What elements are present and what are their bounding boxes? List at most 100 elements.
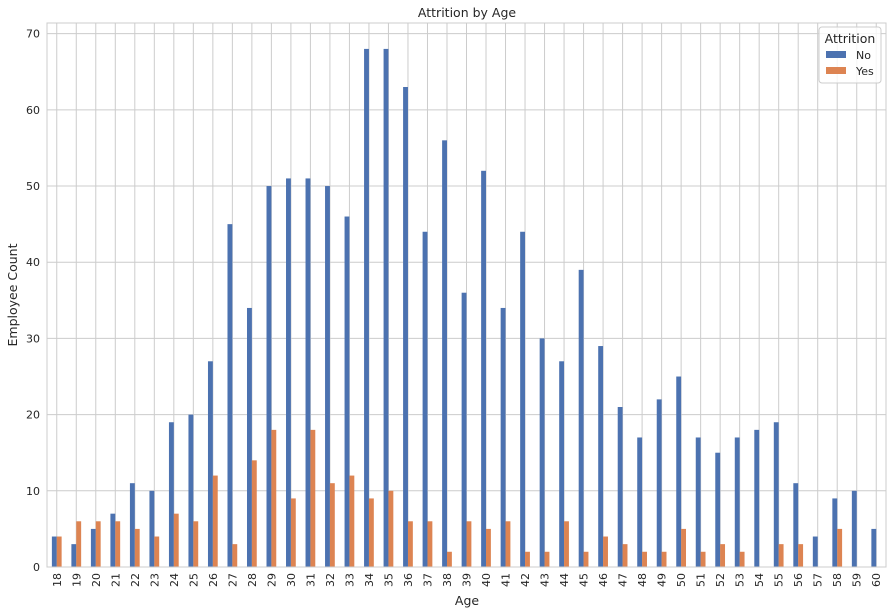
x-tick-label: 38 [441, 573, 454, 587]
bar-no-39 [461, 292, 467, 567]
x-tick-label: 44 [558, 573, 571, 587]
y-tick-label: 30 [26, 332, 40, 345]
y-tick-label: 70 [26, 28, 40, 41]
bar-no-20 [90, 528, 96, 567]
bar-no-25 [188, 414, 194, 567]
bar-no-57 [812, 536, 818, 567]
bars [51, 48, 877, 568]
legend-label-yes: Yes [855, 65, 874, 78]
x-tick-label: 45 [578, 573, 591, 587]
bar-yes-47 [622, 544, 628, 567]
x-tick-label: 35 [382, 573, 395, 587]
bar-no-55 [773, 422, 779, 567]
bar-yes-34 [368, 498, 374, 567]
bar-yes-39 [466, 521, 472, 567]
x-tick-label: 36 [402, 573, 415, 587]
x-tick-label: 40 [480, 573, 493, 587]
bar-no-18 [51, 536, 57, 567]
bar-no-51 [695, 437, 701, 567]
bar-yes-43 [544, 551, 550, 567]
x-tick-label: 47 [617, 573, 630, 587]
bar-yes-38 [446, 551, 452, 567]
bar-yes-32 [329, 483, 335, 567]
x-tick-label: 48 [636, 573, 649, 587]
x-tick-label: 23 [148, 573, 161, 587]
x-tick-label: 50 [675, 573, 688, 587]
y-tick-label: 40 [26, 256, 40, 269]
bar-no-41 [500, 307, 506, 567]
bar-yes-53 [739, 551, 745, 567]
y-tick-label: 0 [33, 561, 40, 574]
legend-title: Attrition [825, 31, 876, 46]
bar-no-29 [266, 186, 272, 568]
x-tick-label: 30 [285, 573, 298, 587]
x-tick-label: 19 [70, 573, 83, 587]
x-tick-label: 37 [421, 573, 434, 587]
bar-no-44 [559, 361, 565, 567]
bar-yes-23 [154, 536, 160, 567]
bar-no-34 [364, 48, 369, 567]
y-tick-label: 20 [26, 409, 40, 422]
x-tick-label: 51 [695, 573, 708, 587]
x-tick-label: 56 [792, 573, 805, 587]
x-tick-label: 39 [461, 573, 474, 587]
bar-yes-21 [115, 521, 121, 567]
bar-yes-28 [251, 460, 257, 567]
bar-yes-58 [837, 528, 843, 567]
y-tick-label: 10 [26, 485, 40, 498]
y-tick-label: 50 [26, 180, 40, 193]
chart-title: Attrition by Age [418, 5, 516, 20]
bar-no-28 [246, 307, 252, 567]
bar-yes-20 [95, 521, 101, 567]
bar-yes-40 [486, 528, 491, 567]
bar-yes-22 [134, 528, 140, 567]
bar-no-21 [110, 513, 116, 567]
x-tick-label: 31 [304, 573, 317, 587]
bar-yes-24 [173, 513, 179, 567]
bar-no-37 [422, 231, 428, 567]
bar-no-30 [286, 178, 291, 567]
x-tick-label: 32 [324, 573, 337, 587]
bar-no-22 [129, 483, 135, 567]
bar-yes-55 [778, 544, 784, 567]
bar-no-45 [578, 269, 584, 567]
x-tick-label: 25 [187, 573, 200, 587]
x-tick-label: 24 [168, 573, 181, 587]
bar-yes-44 [564, 521, 569, 567]
bar-no-27 [227, 224, 233, 567]
x-tick-label: 41 [500, 573, 513, 587]
bar-no-32 [325, 186, 330, 568]
x-tick-label: 33 [343, 573, 356, 587]
bar-yes-30 [290, 498, 296, 567]
bar-no-23 [149, 490, 155, 567]
y-axis-title: Employee Count [5, 243, 20, 346]
x-tick-label: 22 [129, 573, 142, 587]
bar-yes-51 [700, 551, 706, 567]
x-tick-label: 46 [597, 573, 610, 587]
x-tick-label: 49 [656, 573, 669, 587]
bar-yes-31 [310, 429, 316, 567]
bar-yes-45 [583, 551, 589, 567]
bar-yes-56 [798, 544, 804, 567]
y-tick-labels: 0 10 20 30 40 50 60 70 [26, 28, 40, 574]
bar-yes-42 [525, 551, 530, 567]
x-tick-labels: 18 19 20 21 22 23 24 25 26 27 28 29 30 31 32 33 34 35 36 37… [51, 573, 883, 587]
bar-no-54 [754, 429, 760, 567]
bar-no-58 [832, 498, 838, 567]
bar-no-49 [656, 399, 662, 567]
bar-no-50 [676, 376, 682, 567]
x-tick-label: 29 [265, 573, 278, 587]
legend: Attrition No Yes [818, 26, 882, 84]
bar-yes-46 [603, 536, 608, 567]
x-tick-label: 54 [753, 573, 766, 587]
bar-yes-25 [193, 521, 199, 567]
bar-no-43 [539, 338, 545, 567]
bar-yes-37 [427, 521, 433, 567]
y-tick-label: 60 [26, 104, 40, 117]
x-tick-label: 59 [851, 573, 864, 587]
x-tick-label: 58 [831, 573, 844, 587]
bar-no-42 [520, 231, 526, 567]
bar-no-48 [637, 437, 643, 567]
bar-no-35 [383, 48, 389, 567]
